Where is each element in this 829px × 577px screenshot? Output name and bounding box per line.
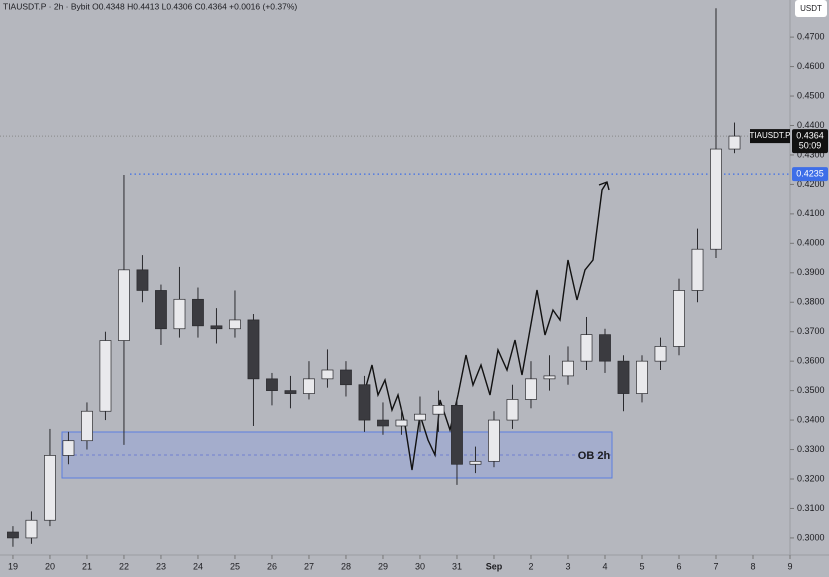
zone-label: OB 2h	[578, 450, 611, 462]
candle-body	[654, 346, 667, 362]
candle-body	[284, 390, 297, 394]
projection-path	[364, 181, 608, 471]
candle-body	[543, 375, 556, 380]
candle-body	[691, 248, 704, 291]
x-tick-label: 4	[602, 561, 607, 571]
candle-body	[432, 405, 445, 415]
candle-body	[247, 319, 260, 380]
candle-body	[118, 269, 130, 341]
candle-body	[728, 135, 741, 150]
candle-body	[488, 419, 500, 462]
currency: USDT	[800, 4, 822, 13]
y-tick-label: 0.3700	[797, 326, 825, 336]
y-tick-label: 0.4600	[797, 61, 825, 71]
symbol-label: TIAUSDT.P	[750, 131, 791, 140]
candle-body	[7, 531, 19, 539]
candle-body	[25, 519, 38, 539]
candle-body	[229, 319, 241, 330]
x-tick-label: 7	[713, 561, 718, 571]
x-tick-label: 25	[230, 561, 240, 571]
candle-body	[451, 405, 463, 465]
last-price-label: 0.4364	[796, 130, 824, 140]
candle-body	[62, 440, 75, 456]
x-tick-label: 19	[8, 561, 18, 571]
candle-body	[636, 360, 648, 394]
y-tick-label: 0.3400	[797, 414, 825, 424]
y-tick-label: 0.4100	[797, 208, 825, 218]
candle-body	[469, 460, 482, 465]
countdown: 50:09	[799, 140, 822, 150]
candle-body	[210, 325, 223, 330]
y-tick-label: 0.3500	[797, 385, 825, 395]
x-tick-label: 6	[676, 561, 681, 571]
currency-box	[795, 0, 827, 17]
candle-body	[99, 340, 112, 412]
x-tick-label: 23	[156, 561, 166, 571]
candle-body	[395, 419, 408, 427]
y-tick-label: 0.4300	[797, 149, 825, 159]
candle-body	[414, 413, 426, 421]
order-block-zone	[61, 431, 613, 479]
x-tick-label: 8	[750, 561, 755, 571]
candle-body	[377, 419, 389, 427]
y-tick-label: 0.4400	[797, 120, 825, 130]
candle-body	[340, 369, 352, 386]
x-tick-label: 21	[82, 561, 92, 571]
candle-body	[266, 378, 278, 391]
y-tick-label: 0.3900	[797, 267, 825, 277]
candle-body	[506, 399, 519, 421]
level-label: 0.4235	[796, 168, 824, 178]
candle-body	[673, 290, 685, 347]
candle-body	[303, 378, 315, 394]
x-tick-label: 9	[787, 561, 792, 571]
x-tick-label: 2	[528, 561, 533, 571]
candle-body	[617, 360, 630, 394]
symbol-tag	[750, 129, 790, 144]
y-tick-label: 0.3600	[797, 356, 825, 366]
candle-body	[136, 269, 149, 291]
candle-body	[358, 384, 371, 421]
x-tick-label: 24	[193, 561, 203, 571]
candle-body	[192, 298, 204, 327]
x-tick-label: Sep	[486, 561, 503, 571]
candle-body	[580, 334, 593, 362]
candle-body	[710, 148, 722, 250]
candle-body	[155, 290, 167, 330]
y-tick-label: 0.4200	[797, 179, 825, 189]
x-tick-label: 31	[452, 561, 462, 571]
candle-body	[44, 455, 56, 521]
x-tick-label: 5	[639, 561, 644, 571]
y-tick-label: 0.3300	[797, 444, 825, 454]
y-tick-label: 0.3000	[797, 532, 825, 542]
x-tick-label: 28	[341, 561, 351, 571]
x-tick-label: 22	[119, 561, 129, 571]
level-tag	[792, 167, 828, 182]
x-tick-label: 3	[565, 561, 570, 571]
y-tick-label: 0.3200	[797, 473, 825, 483]
projection-arrowhead	[598, 181, 610, 191]
candle-body	[525, 378, 537, 400]
candle-body	[81, 410, 93, 442]
y-tick-label: 0.4500	[797, 90, 825, 100]
candle-body	[599, 334, 611, 362]
x-tick-label: 29	[378, 561, 388, 571]
header: TIAUSDT.P · 2h · Bybit O0.4348 H0.4413 L…	[3, 1, 297, 11]
candle-body	[173, 298, 186, 330]
x-tick-label: 27	[304, 561, 314, 571]
x-tick-label: 20	[45, 561, 55, 571]
candle-body	[562, 360, 574, 377]
x-tick-label: 26	[267, 561, 277, 571]
y-tick-label: 0.4000	[797, 238, 825, 248]
candle-body	[321, 369, 334, 380]
x-tick-label: 30	[415, 561, 425, 571]
y-tick-label: 0.3100	[797, 503, 825, 513]
y-tick-label: 0.3800	[797, 297, 825, 307]
price-tag	[792, 129, 828, 154]
y-tick-label: 0.4700	[797, 31, 825, 41]
